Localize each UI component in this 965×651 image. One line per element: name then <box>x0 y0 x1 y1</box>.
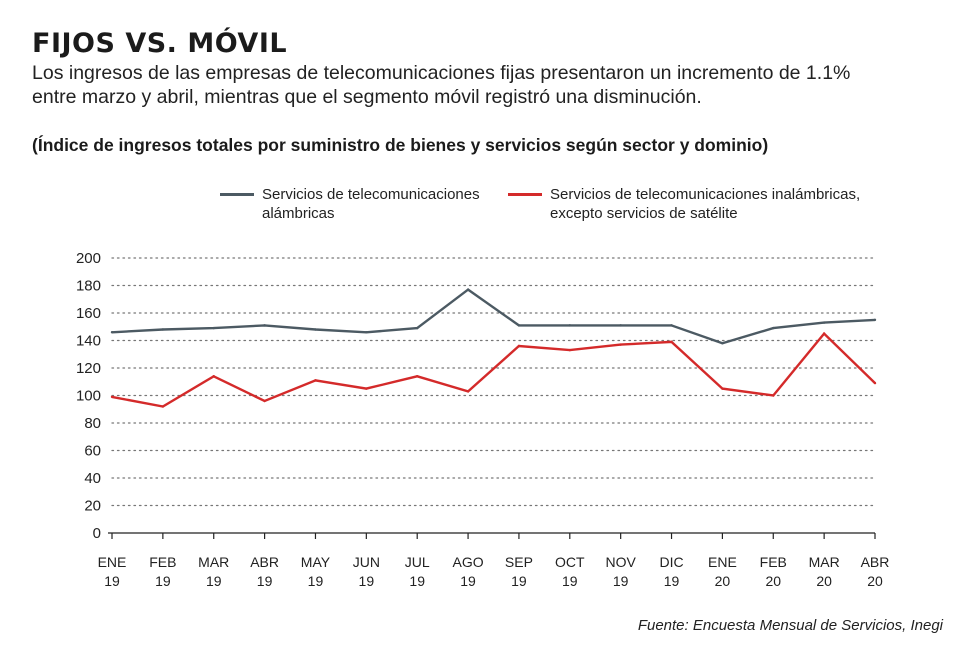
x-tick-label-month: SEP <box>505 554 533 570</box>
data-point <box>873 381 877 385</box>
data-point <box>721 387 724 390</box>
data-point <box>772 326 775 330</box>
x-tick-label-month: DIC <box>659 554 683 570</box>
data-point <box>365 387 368 390</box>
data-point <box>263 324 266 327</box>
y-tick-label: 40 <box>84 470 101 487</box>
data-point <box>670 324 673 327</box>
y-tick-label: 80 <box>84 415 101 432</box>
x-tick-label-year: 19 <box>613 573 629 589</box>
series-line-wireless <box>111 331 876 408</box>
x-tick-label-year: 20 <box>867 573 883 589</box>
y-tick-label: 180 <box>76 278 101 295</box>
x-tick-label-year: 20 <box>715 573 731 589</box>
x-tick-label-year: 19 <box>308 573 324 589</box>
data-point <box>416 375 419 378</box>
x-tick-label-year: 19 <box>206 573 222 589</box>
data-point <box>517 324 521 327</box>
data-point <box>619 343 622 346</box>
chart-title: FIJOS VS. MÓVIL <box>32 28 288 59</box>
data-point <box>314 379 317 382</box>
x-tick-label-month: MAY <box>301 554 331 570</box>
x-tick-label-year: 19 <box>257 573 273 589</box>
x-tick-label-month: ENE <box>708 554 737 570</box>
legend-item-wireless: Servicios de telecomunicaciones inalámbr… <box>508 185 860 223</box>
chart-subtitle: Los ingresos de las empresas de telecomu… <box>32 62 851 108</box>
x-tick-label-month: OCT <box>555 554 585 570</box>
legend-label-wired: Servicios de telecomunicaciones alámbric… <box>262 185 480 223</box>
x-tick-label-year: 19 <box>562 573 578 589</box>
data-point <box>772 394 775 397</box>
x-tick-label-year: 19 <box>359 573 375 589</box>
data-point <box>568 348 571 352</box>
y-tick-label: 0 <box>93 525 101 542</box>
y-tick-label: 20 <box>84 498 101 515</box>
x-tick-label-month: AGO <box>453 554 484 570</box>
chart-heading: (Índice de ingresos totales por suminist… <box>32 135 769 155</box>
x-tick-label-year: 19 <box>664 573 680 589</box>
data-point <box>212 326 215 330</box>
legend-label-line: Servicios de telecomunicaciones inalámbr… <box>550 186 861 203</box>
legend-swatch-wired <box>220 193 254 196</box>
legend-label-wireless: Servicios de telecomunicaciones inalámbr… <box>550 185 860 223</box>
data-point <box>466 288 470 291</box>
source-note: Fuente: Encuesta Mensual de Servicios, I… <box>637 617 943 634</box>
legend-swatch-wireless <box>508 193 542 196</box>
data-point <box>110 395 114 399</box>
x-tick-label-year: 19 <box>460 573 476 589</box>
x-tick-label-month: ABR <box>250 554 279 570</box>
legend-label-line: excepto servicios de satélite <box>550 205 738 222</box>
series-line-wired <box>111 288 876 345</box>
data-point <box>721 342 724 345</box>
data-point <box>263 399 266 403</box>
y-tick-label: 140 <box>76 333 101 350</box>
x-tick-label-month: FEB <box>760 554 787 570</box>
y-tick-label: 160 <box>76 305 101 322</box>
data-point <box>568 324 571 327</box>
data-point <box>161 405 165 408</box>
x-tick-label-year: 19 <box>155 573 171 589</box>
x-tick-label-month: NOV <box>605 554 636 570</box>
data-point <box>365 331 368 334</box>
y-tick-label: 200 <box>76 250 101 267</box>
x-tick-label-year: 20 <box>816 573 832 589</box>
y-tick-label: 120 <box>76 360 101 377</box>
data-point <box>314 328 317 331</box>
data-point <box>161 328 165 331</box>
x-tick-label-month: JUN <box>353 554 380 570</box>
data-point <box>466 390 470 393</box>
x-tick-label-month: ENE <box>98 554 127 570</box>
data-point <box>670 340 673 344</box>
x-tick-label-year: 19 <box>409 573 425 589</box>
data-point <box>822 332 826 335</box>
x-tick-label-month: ABR <box>861 554 890 570</box>
x-tick-label-month: JUL <box>405 554 430 570</box>
legend-label-line: alámbricas <box>262 205 335 222</box>
data-point <box>110 331 114 334</box>
y-tick-label: 100 <box>76 388 101 405</box>
data-point <box>212 375 215 378</box>
legend-item-wired: Servicios de telecomunicaciones alámbric… <box>220 185 480 223</box>
x-tick-label-month: MAR <box>198 554 229 570</box>
x-tick-label-year: 19 <box>104 573 120 589</box>
legend-label-line: Servicios de telecomunicaciones <box>262 186 480 203</box>
data-point <box>873 318 877 322</box>
x-tick-label-month: MAR <box>809 554 840 570</box>
data-point <box>517 344 521 348</box>
y-tick-label: 60 <box>84 443 101 460</box>
x-tick-label-year: 20 <box>765 573 781 589</box>
x-tick-label-month: FEB <box>149 554 176 570</box>
data-point <box>619 324 622 327</box>
x-tick-label-year: 19 <box>511 573 527 589</box>
data-point <box>416 326 419 330</box>
data-point <box>822 321 826 324</box>
